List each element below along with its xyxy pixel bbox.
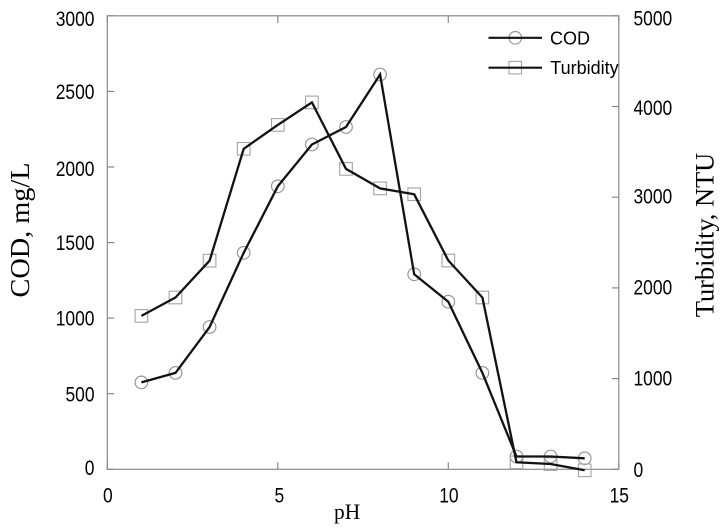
- svg-text:1000: 1000: [634, 368, 673, 391]
- svg-text:1500: 1500: [56, 233, 95, 256]
- svg-text:Turbidity, NTU: Turbidity, NTU: [690, 153, 720, 318]
- svg-text:2500: 2500: [56, 82, 95, 105]
- svg-text:pH: pH: [334, 499, 360, 524]
- svg-text:3000: 3000: [634, 186, 673, 209]
- svg-text:2000: 2000: [634, 277, 673, 300]
- svg-text:2000: 2000: [56, 159, 95, 182]
- svg-text:0: 0: [103, 485, 113, 508]
- svg-text:500: 500: [65, 384, 94, 407]
- svg-text:0: 0: [85, 457, 95, 480]
- svg-text:COD, mg/L: COD, mg/L: [5, 163, 35, 298]
- svg-text:5000: 5000: [634, 8, 673, 31]
- svg-text:0: 0: [634, 460, 644, 483]
- svg-text:5: 5: [274, 485, 284, 508]
- svg-text:15: 15: [610, 485, 629, 508]
- svg-text:1000: 1000: [56, 308, 95, 331]
- svg-text:COD: COD: [550, 28, 590, 48]
- svg-text:Turbidity: Turbidity: [550, 58, 618, 78]
- svg-text:4000: 4000: [634, 97, 673, 120]
- svg-text:3000: 3000: [56, 9, 95, 32]
- svg-text:10: 10: [439, 485, 458, 508]
